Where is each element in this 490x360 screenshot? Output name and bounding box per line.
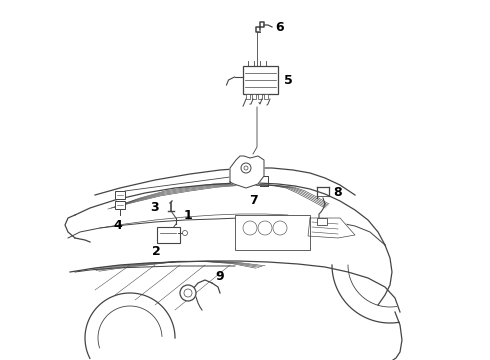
Bar [115, 191, 125, 199]
Text: 6: 6 [275, 21, 284, 33]
Circle shape [243, 221, 257, 235]
Text: 7: 7 [248, 194, 257, 207]
Circle shape [180, 285, 196, 301]
Bar [235, 215, 310, 250]
Text: 4: 4 [114, 219, 122, 232]
Bar [258, 94, 262, 99]
Text: 1: 1 [184, 208, 193, 221]
Bar [246, 94, 250, 99]
Text: 3: 3 [150, 201, 159, 213]
Text: 9: 9 [215, 270, 223, 284]
Circle shape [244, 166, 248, 170]
Bar [317, 218, 327, 225]
Circle shape [241, 163, 251, 173]
Circle shape [258, 221, 272, 235]
Circle shape [182, 230, 188, 235]
Text: 2: 2 [151, 245, 160, 258]
Bar [243, 66, 277, 94]
Text: 8: 8 [333, 185, 342, 198]
FancyBboxPatch shape [156, 226, 179, 243]
Bar [264, 94, 268, 99]
Bar [115, 201, 125, 209]
Polygon shape [230, 156, 264, 188]
Bar [252, 94, 256, 99]
Polygon shape [308, 218, 355, 238]
Circle shape [184, 289, 192, 297]
Text: 5: 5 [284, 73, 292, 86]
Circle shape [273, 221, 287, 235]
